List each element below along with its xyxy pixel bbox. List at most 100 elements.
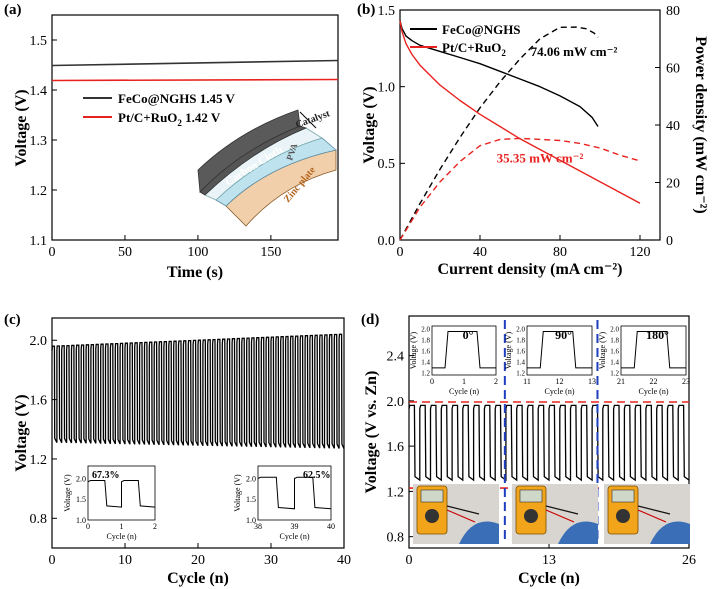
probe-lead <box>637 509 667 523</box>
inset-xtick-label: 2 <box>494 377 498 386</box>
multimeter-dial <box>616 509 630 523</box>
catalyst-pointer <box>299 111 317 129</box>
peak-annotation: 35.35 mW cm⁻² <box>497 150 584 165</box>
legend-label-sub: 2 <box>501 48 506 58</box>
inset-xtick-label: 12 <box>556 377 564 386</box>
inset-ytick-label: 1.0 <box>246 516 256 525</box>
panel-b-ytick-label: 0.5 <box>378 157 396 172</box>
glove <box>459 521 499 544</box>
panel-c-ytick-label: 1.6 <box>30 394 48 409</box>
panel-d-ytick-label: 1.6 <box>387 440 405 455</box>
panel-b-y2tick-label: 80 <box>666 4 680 19</box>
inset-xtick-label: 1 <box>462 377 466 386</box>
inset-y-axis-label: Voltage (V) <box>598 331 607 369</box>
panel-a-xtick-label: 100 <box>187 245 208 260</box>
inset-curve <box>621 330 686 369</box>
panel-a-ytick-label: 1.4 <box>30 84 48 99</box>
y-axis-label: Voltage (V) <box>361 86 378 163</box>
panel-a-xtick-label: 150 <box>260 245 281 260</box>
panel-label: (c) <box>4 312 21 328</box>
series-line-1 <box>51 78 339 82</box>
y2-axis-label: Power density (mW cm⁻²) <box>692 36 709 214</box>
series-line-0 <box>51 59 339 67</box>
legend-label-suffix: 1.42 V <box>182 110 221 125</box>
inset-ytick-label: 1.5 <box>76 495 86 504</box>
inset-curve <box>432 330 496 369</box>
inset-xtick-label: 11 <box>523 377 531 386</box>
legend-label-main: Pt/C+RuO <box>442 40 501 55</box>
inset-ytick-label: 1.8 <box>610 337 619 345</box>
panel-d-ytick-label: 0.8 <box>387 531 405 546</box>
panel-d: (d) 0 13 26 0.8 1.2 1.6 2.0 2.4 Cycle (n) Voltage … <box>361 312 696 587</box>
multimeter-display <box>519 489 543 503</box>
panel-c-xtick-label: 20 <box>191 553 205 568</box>
panel-a-ytick-label: 1.5 <box>30 34 48 49</box>
inset-ytick-label: 1.2 <box>516 369 525 377</box>
legend-label: FeCo@NGHS 1.45 V <box>118 91 236 106</box>
inset-xtick-label: 23 <box>682 377 690 386</box>
panel-b-ytick-label: 1.0 <box>378 81 396 96</box>
inset-1: 11 12 13 1.2 1.4 1.6 1.8 2.0 Cycle (n) Voltage (V… <box>504 325 596 396</box>
cycling-curve <box>51 333 345 449</box>
probe-lead <box>446 509 476 523</box>
inset-ytick-label: 1.4 <box>421 358 430 366</box>
inset-ytick-label: 1.6 <box>421 348 430 356</box>
inset-ytick-label: 2.0 <box>76 474 86 483</box>
inset-curve <box>87 480 156 508</box>
panel-a-ytick-label: 1.3 <box>30 134 48 149</box>
inset-ytick-label: 2.0 <box>246 474 256 483</box>
panel-a-ytick-label: 1.1 <box>30 234 48 249</box>
panel-c-ytick-label: 2.0 <box>30 334 48 349</box>
y-axis-label: Voltage (V vs. Zn) <box>363 371 380 494</box>
x-axis-label: Cycle (n) <box>518 570 580 587</box>
series-line-0 <box>399 20 599 127</box>
inset-ytick-label: 1.2 <box>610 369 619 377</box>
legend-label: Pt/C+RuO2 1.42 V <box>118 110 221 128</box>
panel-a-xtick-label: 50 <box>118 245 132 260</box>
probe-lead <box>545 509 575 523</box>
inset-frame <box>526 325 593 376</box>
panel-b-xtick-label: 80 <box>553 245 567 260</box>
inset-x-axis-label: Cycle (n) <box>545 387 575 396</box>
legend: FeCo@NGHS 1.45 V Pt/C+RuO2 1.42 V <box>83 91 236 128</box>
inset-xtick-label: 38 <box>254 522 262 531</box>
inset-ytick-label: 1.6 <box>516 348 525 356</box>
glove <box>650 521 690 544</box>
panel-label: (d) <box>361 312 379 328</box>
multimeter-display <box>611 489 635 503</box>
inset-1: 38 39 40 1.0 1.5 2.0 Cycle (n) Voltage (V) 62.5% <box>233 465 335 541</box>
panel-d-ytick-label: 1.2 <box>387 485 405 500</box>
legend-label-sub: 2 <box>177 118 182 128</box>
probe-lead <box>545 505 579 515</box>
inset-y-axis-label: Voltage (V) <box>504 331 513 369</box>
efficiency-label: 67.3% <box>92 470 120 481</box>
inset-ytick-label: 1.4 <box>516 358 525 366</box>
demo-photo <box>604 484 690 544</box>
bend-angle-label: 90° <box>555 328 572 342</box>
inset-ytick-label: 1.5 <box>246 495 256 504</box>
panel-b-xtick-label: 40 <box>473 245 487 260</box>
inset-ytick-label: 1.6 <box>610 348 619 356</box>
inset-2: 21 22 23 1.2 1.4 1.6 1.8 2.0 Cycle (n) Voltage (V… <box>598 325 690 396</box>
legend: FeCo@NGHS Pt/C+RuO2 <box>410 22 521 58</box>
multimeter-display <box>420 489 444 503</box>
probe-lead <box>446 505 480 515</box>
peak-annotation: 74.06 mW cm⁻² <box>531 44 618 59</box>
inset-curve <box>257 476 332 510</box>
inset-x-axis-label: Cycle (n) <box>280 532 310 541</box>
legend-label: FeCo@NGHS <box>442 22 521 37</box>
panel-label: (b) <box>357 2 375 18</box>
inset-frame <box>431 325 497 376</box>
inset-y-axis-label: Voltage (V) <box>409 331 418 369</box>
inset-0: 0 1 2 1.2 1.4 1.6 1.8 2.0 Cycle (n) Voltage (V) 0° <box>409 325 498 396</box>
probe-lead <box>637 505 671 515</box>
panel-b-xtick-label: 120 <box>630 245 651 260</box>
panel-a-xtick-label: 0 <box>49 245 56 260</box>
panel-a: (a) 0 50 100 150 1.1 1.2 1.3 1.4 1.5 Time (s) Volta… <box>4 2 339 281</box>
panel-c-xtick-label: 40 <box>337 553 351 568</box>
inset-xtick-label: 39 <box>291 522 299 531</box>
carbon-cloth-layer <box>197 109 301 193</box>
bend-angle-label: 180° <box>646 328 669 342</box>
panel-d-ytick-label: 2.4 <box>387 350 405 365</box>
